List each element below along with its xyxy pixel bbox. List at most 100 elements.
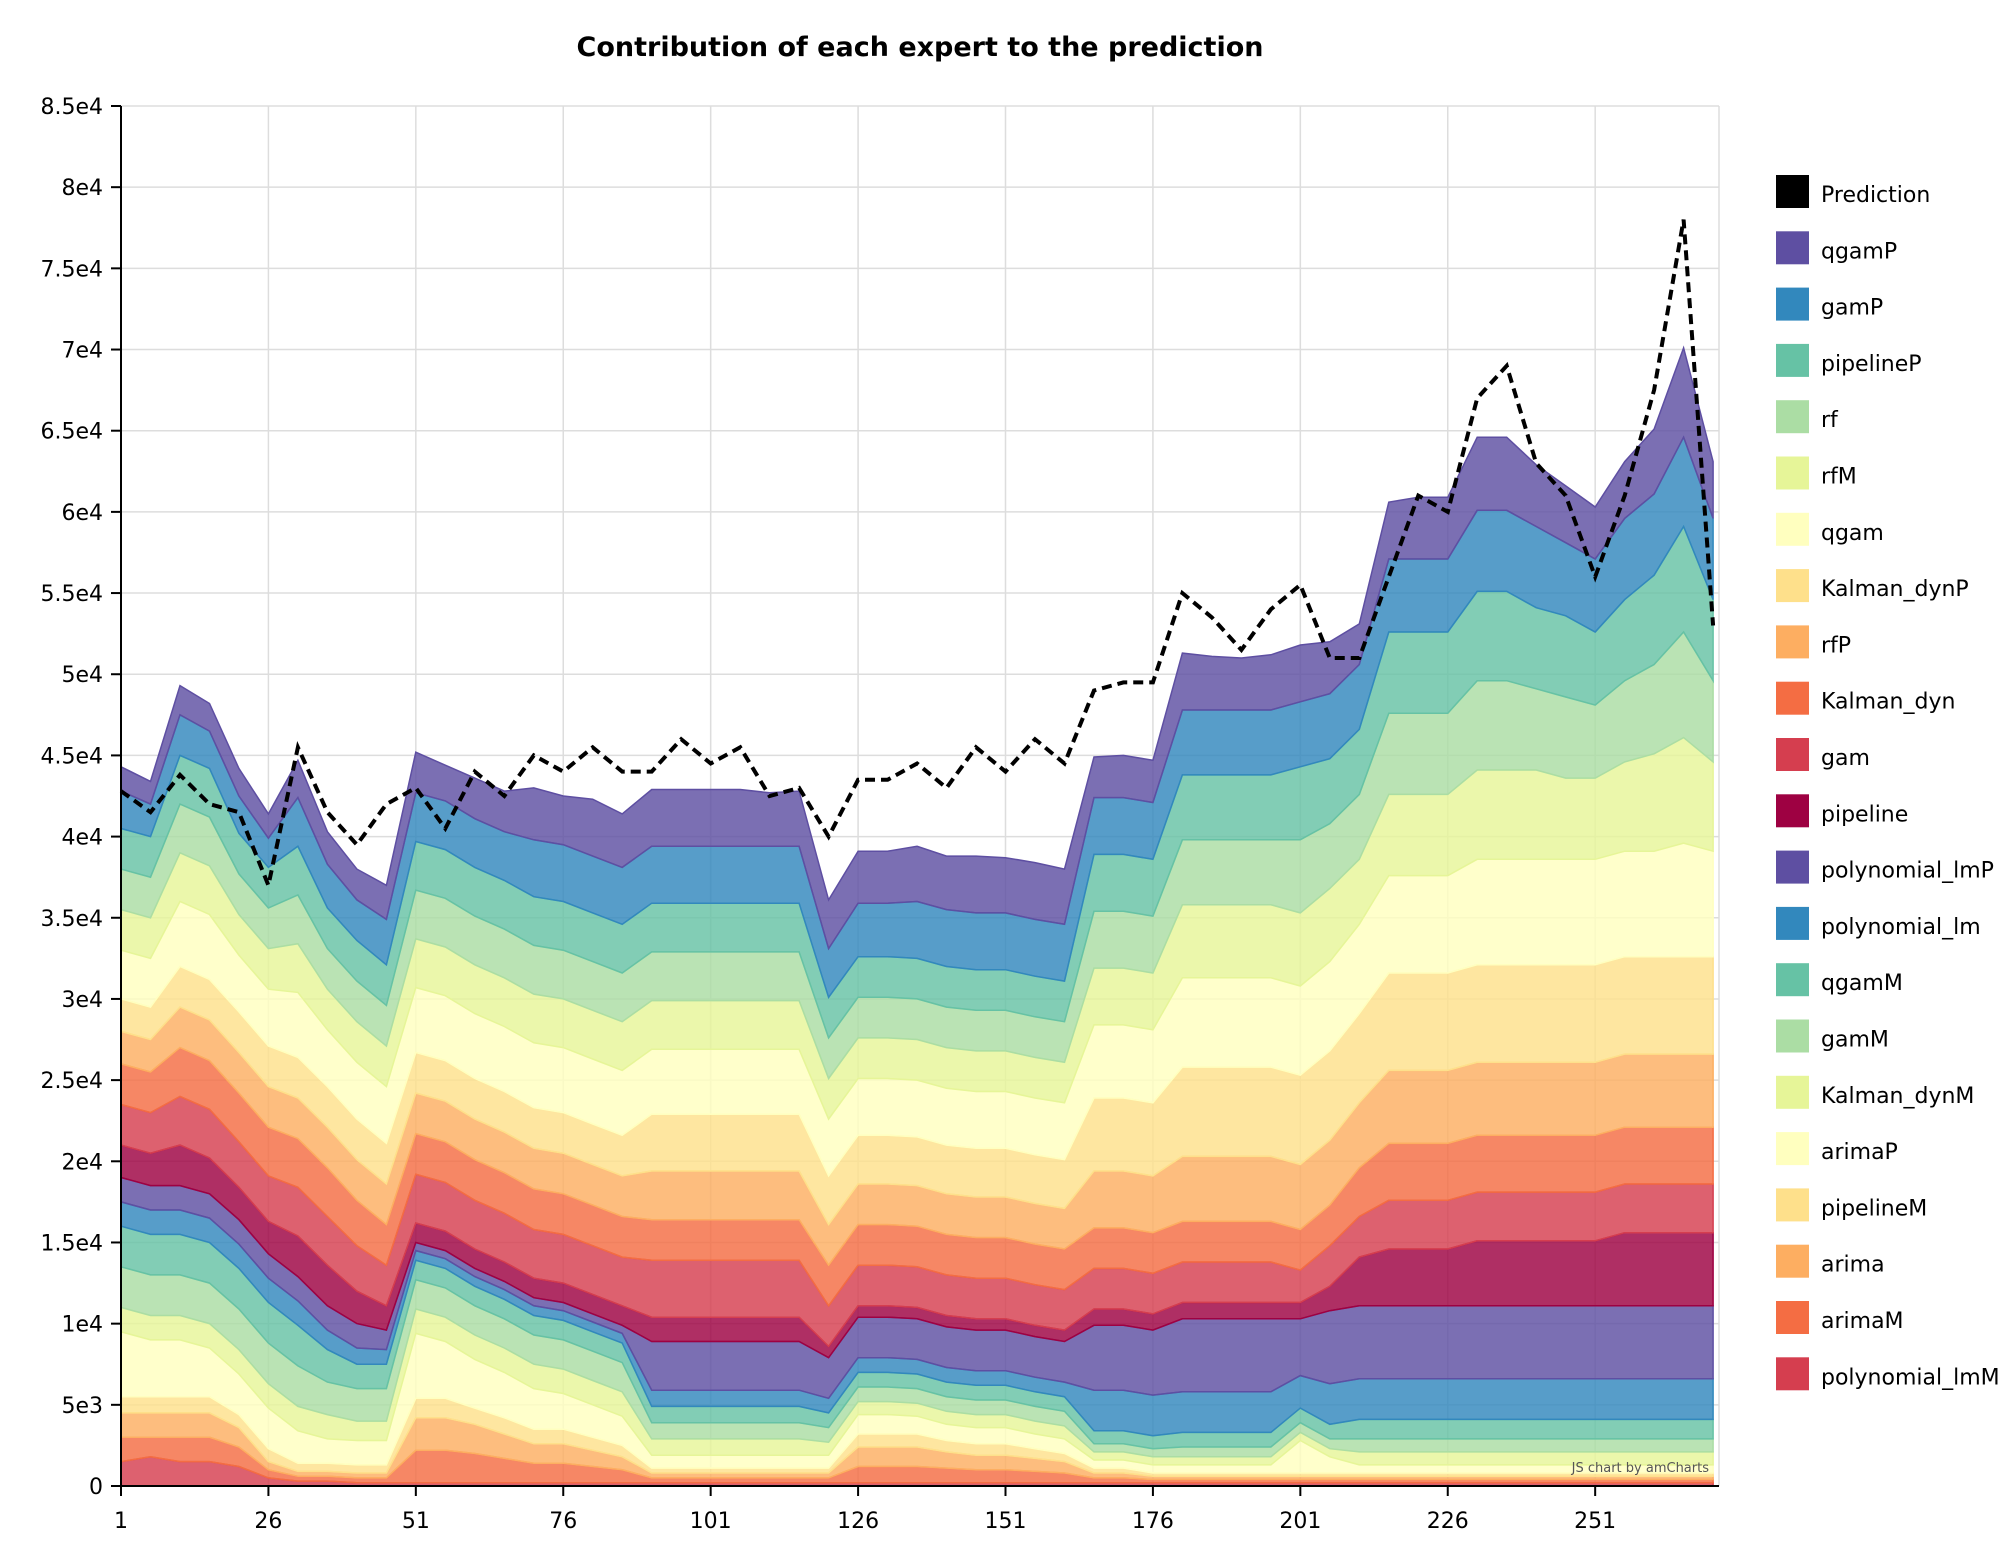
y-tick-label: 4.5e4: [40, 744, 103, 769]
legend-label: Kalman_dynP: [1821, 577, 1969, 602]
area-series-layer: [120, 345, 1714, 1487]
legend-swatch: [1776, 400, 1809, 434]
y-tick-label: 6e4: [61, 501, 103, 526]
legend-swatch: [1776, 175, 1809, 208]
legend-swatch: [1776, 850, 1809, 884]
y-tick-label: 4e4: [61, 826, 103, 851]
x-tick-label: 201: [1279, 1509, 1321, 1534]
x-tick-label: 226: [1427, 1509, 1469, 1534]
legend-item-rf[interactable]: rf: [1776, 400, 1839, 434]
legend-label: rfP: [1821, 633, 1851, 658]
legend-label: Prediction: [1821, 183, 1930, 208]
legend-swatch: [1776, 1357, 1809, 1391]
y-tick-label: 1e4: [61, 1313, 103, 1338]
y-tick-label: 7.5e4: [40, 257, 103, 282]
y-tick-label: 7e4: [61, 339, 103, 364]
legend-label: polynomial_lm: [1821, 915, 1981, 940]
legend-swatch: [1776, 738, 1809, 771]
legend-label: qgam: [1821, 521, 1884, 546]
legend-label: pipelineP: [1821, 352, 1922, 377]
legend-label: arimaM: [1821, 1309, 1904, 1334]
legend-item-rfp[interactable]: rfP: [1776, 625, 1851, 659]
legend-swatch: [1776, 794, 1809, 828]
legend-item-kalman-dynp[interactable]: Kalman_dynP: [1776, 569, 1969, 603]
x-tick-label: 26: [254, 1509, 282, 1534]
legend-item-arimap[interactable]: arimaP: [1776, 1132, 1898, 1166]
area-series-qgamp[interactable]: [120, 345, 1714, 951]
legend-label: Kalman_dynM: [1821, 1084, 1974, 1109]
legend-item-arimam[interactable]: arimaM: [1776, 1301, 1904, 1334]
chart-credit[interactable]: JS chart by amCharts: [1571, 1461, 1710, 1476]
legend-item-gam[interactable]: gam: [1776, 738, 1870, 771]
legend-swatch: [1776, 1188, 1809, 1222]
legend-label: gamM: [1821, 1028, 1889, 1053]
legend-label: qgamP: [1821, 239, 1897, 264]
y-tick-label: 0: [89, 1475, 103, 1500]
legend-swatch: [1776, 1301, 1809, 1334]
legend-swatch: [1776, 512, 1809, 546]
y-tick-label: 2e4: [61, 1150, 103, 1175]
y-tick-label: 3.5e4: [40, 907, 103, 932]
y-tick-label: 5e3: [61, 1394, 103, 1419]
legend-label: rf: [1821, 408, 1839, 433]
legend-swatch: [1776, 1132, 1809, 1166]
y-tick-label: 2.5e4: [40, 1069, 103, 1094]
legend-swatch: [1776, 1019, 1809, 1053]
legend-item-kalman-dyn[interactable]: Kalman_dyn: [1776, 681, 1955, 715]
legend-item-kalman-dynm[interactable]: Kalman_dynM: [1776, 1075, 1974, 1109]
legend-swatch: [1776, 963, 1809, 997]
legend-swatch: [1776, 1075, 1809, 1109]
y-tick-label: 1.5e4: [40, 1231, 103, 1256]
legend-label: rfM: [1821, 465, 1857, 490]
legend-item-polynomial-lm[interactable]: polynomial_lm: [1776, 906, 1981, 940]
x-tick-label: 251: [1574, 1509, 1616, 1534]
legend-item-pipeline[interactable]: pipeline: [1776, 794, 1908, 828]
legend-label: Kalman_dyn: [1821, 690, 1955, 715]
y-tick-label: 3e4: [61, 988, 103, 1013]
axes: 0 5e3 1e4 1.5e4 2e4 2.5e4 3e4 3.5e4 4e4 4.5e4 5e4 5…: [40, 95, 1719, 1534]
chart-title: Contribution of each expert to the predi…: [576, 32, 1264, 63]
legend-swatch: [1776, 569, 1809, 603]
legend-item-gamm[interactable]: gamM: [1776, 1019, 1889, 1053]
legend-item-prediction[interactable]: Prediction: [1776, 175, 1930, 208]
legend-label: arimaP: [1821, 1140, 1898, 1165]
legend-label: polynomial_lmM: [1821, 1365, 2000, 1390]
legend-item-qgamm[interactable]: qgamM: [1776, 963, 1903, 997]
x-tick-label: 101: [690, 1509, 732, 1534]
prediction-layer: [119, 219, 1716, 893]
legend-swatch: [1776, 287, 1809, 321]
legend-swatch: [1776, 1244, 1809, 1278]
legend-item-qgamp[interactable]: qgamP: [1776, 231, 1897, 265]
legend-label: arima: [1821, 1253, 1885, 1278]
legend[interactable]: Prediction qgamP gamP pipelineP rf rfM qgam Kal…: [1776, 175, 2000, 1391]
x-tick-label: 126: [837, 1509, 879, 1534]
x-tick-label: 176: [1132, 1509, 1174, 1534]
legend-item-pipelinem[interactable]: pipelineM: [1776, 1188, 1927, 1222]
x-tick-label: 151: [985, 1509, 1027, 1534]
y-tick-label: 8.5e4: [40, 95, 103, 120]
x-tick-label: 76: [549, 1509, 577, 1534]
legend-swatch: [1776, 456, 1809, 490]
legend-item-pipelinep[interactable]: pipelineP: [1776, 343, 1922, 377]
legend-swatch: [1776, 231, 1809, 265]
prediction-line[interactable]: [119, 219, 1716, 893]
x-tick-label: 51: [402, 1509, 430, 1534]
legend-swatch: [1776, 343, 1809, 377]
legend-item-qgam[interactable]: qgam: [1776, 512, 1884, 546]
legend-swatch: [1776, 625, 1809, 659]
legend-item-rfm[interactable]: rfM: [1776, 456, 1857, 490]
legend-label: polynomial_lmP: [1821, 859, 1994, 884]
legend-label: gam: [1821, 746, 1870, 771]
legend-label: pipelineM: [1821, 1196, 1927, 1221]
y-tick-label: 8e4: [61, 176, 103, 201]
legend-label: pipeline: [1821, 802, 1908, 827]
legend-item-polynomial-lmp[interactable]: polynomial_lmP: [1776, 850, 1994, 884]
legend-item-gamp[interactable]: gamP: [1776, 287, 1883, 321]
legend-item-polynomial-lmm[interactable]: polynomial_lmM: [1776, 1357, 2000, 1391]
y-tick-label: 5.5e4: [40, 582, 103, 607]
legend-swatch: [1776, 681, 1809, 715]
legend-label: gamP: [1821, 296, 1883, 321]
legend-item-arima[interactable]: arima: [1776, 1244, 1885, 1278]
legend-label: qgamM: [1821, 971, 1903, 996]
y-tick-label: 6.5e4: [40, 420, 103, 445]
